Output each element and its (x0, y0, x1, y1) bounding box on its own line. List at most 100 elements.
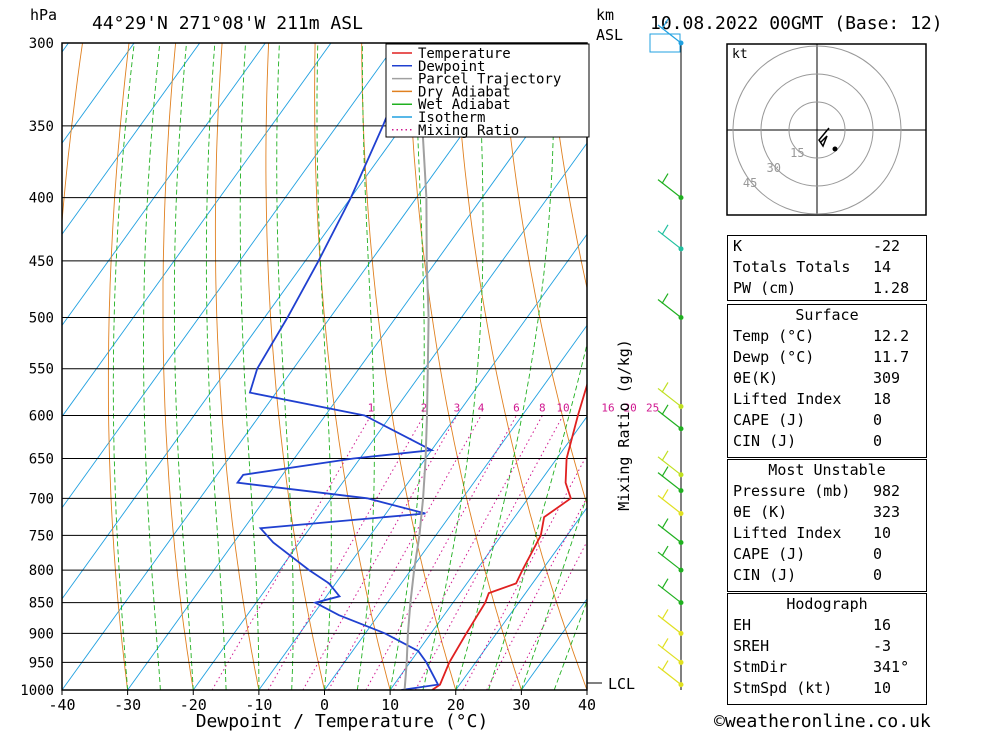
most-unstable-value: 0 (873, 545, 883, 563)
wind-barb (657, 643, 682, 663)
surface-row: Dewp (°C) 11.7 (728, 347, 926, 368)
pressure-tick-label: 950 (29, 655, 54, 671)
wind-barb (657, 387, 682, 407)
legend-label: Isotherm (418, 110, 485, 126)
isotherm-line (62, 43, 463, 600)
wind-barb (657, 614, 682, 634)
wind-level-dot (678, 40, 684, 46)
isotherm-line (192, 142, 587, 690)
most-unstable-title: Most Unstable (768, 461, 886, 479)
wind-level-dot (678, 315, 684, 321)
pressure-tick-label: 450 (29, 254, 54, 270)
isotherm-line (62, 43, 135, 144)
parcel-trajectory-line (403, 43, 430, 690)
wind-barb (657, 584, 682, 604)
most-unstable-label: CAPE (J) (733, 545, 806, 563)
wind-barb-flag (661, 404, 669, 416)
legend-label: Wet Adiabat (418, 97, 511, 113)
most-unstable-label: Pressure (mb) (733, 482, 851, 500)
most-unstable-value: 10 (873, 524, 892, 542)
most-unstable-value: 982 (873, 482, 901, 500)
wind-level-dot (678, 682, 684, 688)
wind-level-dot (678, 540, 684, 546)
hodograph-label: EH (733, 616, 752, 634)
surface-row: Temp (°C) 12.2 (728, 326, 926, 347)
hodograph-row: SREH -3 (728, 636, 926, 657)
wet-adiabat-line (143, 43, 161, 690)
wet-adiabat-line (422, 43, 484, 690)
surface-label: Temp (°C) (733, 327, 815, 345)
mixing-ratio-line (510, 540, 587, 690)
pressure-tick-label: 700 (29, 491, 54, 507)
isobars (62, 42, 587, 691)
hodograph-ring (788, 101, 846, 159)
dry-adiabat-line (62, 43, 83, 690)
wet-adiabat-line (389, 43, 425, 690)
hodograph-row: StmDir 341° (728, 657, 926, 678)
lcl-marker: LCL (587, 675, 635, 693)
lcl-label: LCL (608, 675, 635, 693)
wind-barb (657, 456, 682, 476)
wind-level-dot (678, 195, 684, 201)
wind-barb-flag (661, 293, 669, 304)
mixing-ratio-line (365, 415, 517, 690)
wind-level-dot (678, 426, 684, 432)
most-unstable-value: 323 (873, 503, 901, 521)
y-axis-label: Mixing Ratio (g/kg) (615, 339, 633, 511)
wind-barb-flag (661, 578, 669, 589)
wet-adiabat-line (112, 43, 135, 690)
index-label: K (733, 237, 743, 255)
wind-barb-flag (661, 545, 669, 557)
x-tick-label: -20 (180, 696, 207, 714)
wind-level-dot (678, 630, 684, 636)
mixing-ratio-tick-label: 6 (513, 401, 520, 414)
most-unstable-row: Pressure (mb) 982 (728, 481, 926, 502)
x-tick-label: 20 (447, 696, 465, 714)
legend-label: Parcel Trajectory (418, 72, 561, 88)
mixing-ratio-labels: 1 2 3 4 6 8 10 16 20 25 (368, 401, 660, 414)
pressure-tick-label: 350 (29, 119, 54, 135)
wind-level-dot (678, 567, 684, 573)
mixing-ratio-tick-label: 20 (623, 401, 636, 414)
mixing-ratio-tick-label: 2 (421, 401, 428, 414)
pressure-tick-label: 650 (29, 452, 54, 468)
hodograph-value: 16 (873, 616, 892, 634)
surface-value: 18 (873, 390, 892, 408)
dry-adiabat-line (547, 43, 587, 290)
wind-barb-flag (661, 489, 669, 500)
wind-barb-flag (661, 382, 669, 393)
wind-barb (657, 230, 682, 250)
mixing-ratio-tick-label: 1 (368, 401, 375, 414)
x-tick-label: -10 (245, 696, 272, 714)
hodograph-row: StmSpd (kt) 10 (728, 678, 926, 699)
x-tick-label: -40 (48, 696, 75, 714)
isotherm-line (62, 43, 201, 236)
surface-label: Lifted Index (733, 390, 842, 408)
wind-barb (657, 299, 682, 318)
most-unstable-label: Lifted Index (733, 524, 842, 542)
wind-barb-flag (661, 224, 669, 236)
wind-level-dot (678, 600, 684, 606)
x-axis-label: Dewpoint / Temperature (°C) (196, 711, 489, 732)
dry-adiabat-line (967, 43, 1000, 690)
index-label: Totals Totals (733, 258, 851, 276)
plot-frame (61, 42, 588, 691)
pressure-tick-label: 850 (29, 596, 54, 612)
hodograph-ring (732, 45, 902, 215)
dry-adiabat-line (162, 43, 194, 690)
surface-row: θE(K) 309 (728, 368, 926, 389)
mixing-ratio-tick-label: 25 (646, 401, 659, 414)
wet-adiabat-line (316, 43, 332, 690)
wind-barb-flag (661, 518, 669, 529)
wind-barb (657, 551, 682, 571)
dry-adiabat-line (107, 43, 130, 690)
wet-adiabat-line (455, 43, 555, 690)
index-value: -22 (873, 237, 901, 255)
isotherm-line (258, 233, 587, 690)
wet-adiabat-line (276, 43, 294, 690)
dewpoint-line (235, 43, 440, 690)
wind-level-dot (678, 488, 684, 494)
wind-barb-flag (661, 609, 669, 620)
mixing-ratio-tick-label: 16 (601, 401, 614, 414)
